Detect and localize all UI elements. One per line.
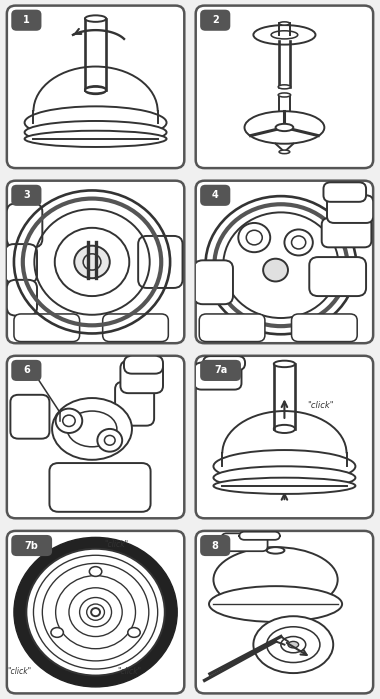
Ellipse shape (97, 429, 122, 452)
Text: "click": "click" (105, 540, 128, 549)
Ellipse shape (89, 567, 102, 577)
Ellipse shape (288, 642, 299, 648)
Text: 1: 1 (23, 15, 30, 25)
FancyBboxPatch shape (7, 6, 184, 168)
FancyBboxPatch shape (11, 360, 41, 381)
FancyBboxPatch shape (291, 314, 357, 342)
FancyBboxPatch shape (200, 360, 241, 381)
Ellipse shape (214, 450, 355, 482)
Ellipse shape (214, 466, 355, 489)
Ellipse shape (274, 425, 295, 433)
FancyBboxPatch shape (323, 182, 366, 202)
Text: 4: 4 (212, 190, 218, 201)
Ellipse shape (278, 85, 291, 89)
FancyBboxPatch shape (138, 236, 182, 288)
Ellipse shape (25, 131, 166, 147)
Ellipse shape (25, 121, 166, 144)
Text: "click": "click" (117, 667, 141, 676)
FancyBboxPatch shape (200, 185, 230, 206)
FancyBboxPatch shape (7, 203, 42, 247)
FancyBboxPatch shape (14, 314, 79, 342)
FancyBboxPatch shape (103, 314, 168, 342)
Text: A: A (28, 367, 36, 380)
FancyBboxPatch shape (196, 6, 373, 168)
Ellipse shape (128, 628, 140, 637)
FancyBboxPatch shape (309, 257, 366, 296)
Ellipse shape (85, 87, 106, 94)
Ellipse shape (51, 628, 63, 637)
FancyBboxPatch shape (5, 244, 37, 283)
Text: 7b: 7b (25, 540, 39, 551)
Ellipse shape (253, 25, 315, 45)
Text: 7a: 7a (214, 366, 227, 375)
FancyBboxPatch shape (7, 356, 184, 519)
FancyBboxPatch shape (49, 463, 150, 512)
Ellipse shape (238, 223, 270, 252)
FancyBboxPatch shape (124, 356, 163, 374)
FancyBboxPatch shape (203, 356, 245, 370)
Ellipse shape (284, 229, 313, 255)
Ellipse shape (279, 150, 290, 154)
Text: "click": "click" (307, 401, 334, 410)
FancyBboxPatch shape (115, 382, 154, 426)
Ellipse shape (274, 361, 295, 367)
Ellipse shape (26, 549, 165, 675)
Ellipse shape (85, 86, 106, 94)
FancyBboxPatch shape (196, 356, 373, 519)
FancyBboxPatch shape (11, 185, 41, 206)
FancyBboxPatch shape (196, 531, 373, 693)
Text: 2: 2 (212, 15, 218, 25)
Text: "click": "click" (8, 667, 32, 676)
FancyBboxPatch shape (196, 181, 373, 343)
Ellipse shape (85, 15, 106, 22)
Ellipse shape (74, 245, 110, 278)
Ellipse shape (52, 398, 132, 460)
Ellipse shape (214, 477, 355, 494)
Ellipse shape (14, 538, 177, 687)
FancyBboxPatch shape (239, 532, 280, 540)
Ellipse shape (55, 409, 82, 433)
Text: 6: 6 (23, 366, 30, 375)
FancyBboxPatch shape (327, 195, 373, 223)
FancyBboxPatch shape (7, 531, 184, 693)
Text: 8: 8 (212, 540, 218, 551)
FancyBboxPatch shape (222, 533, 268, 552)
FancyBboxPatch shape (10, 395, 49, 439)
FancyBboxPatch shape (199, 314, 265, 342)
FancyBboxPatch shape (11, 535, 52, 556)
FancyBboxPatch shape (11, 10, 41, 31)
Text: 3: 3 (23, 190, 30, 201)
Ellipse shape (276, 124, 293, 131)
Ellipse shape (279, 22, 290, 25)
FancyBboxPatch shape (322, 218, 371, 247)
FancyBboxPatch shape (200, 535, 230, 556)
Ellipse shape (263, 259, 288, 282)
Ellipse shape (209, 586, 342, 622)
FancyBboxPatch shape (200, 10, 230, 31)
Ellipse shape (214, 547, 338, 612)
Ellipse shape (253, 617, 333, 673)
FancyBboxPatch shape (194, 260, 233, 304)
FancyBboxPatch shape (120, 361, 163, 393)
FancyBboxPatch shape (194, 363, 241, 389)
Ellipse shape (25, 106, 166, 139)
FancyBboxPatch shape (7, 280, 37, 315)
Ellipse shape (91, 608, 100, 617)
Ellipse shape (267, 547, 284, 554)
FancyBboxPatch shape (7, 181, 184, 343)
Ellipse shape (278, 93, 291, 97)
